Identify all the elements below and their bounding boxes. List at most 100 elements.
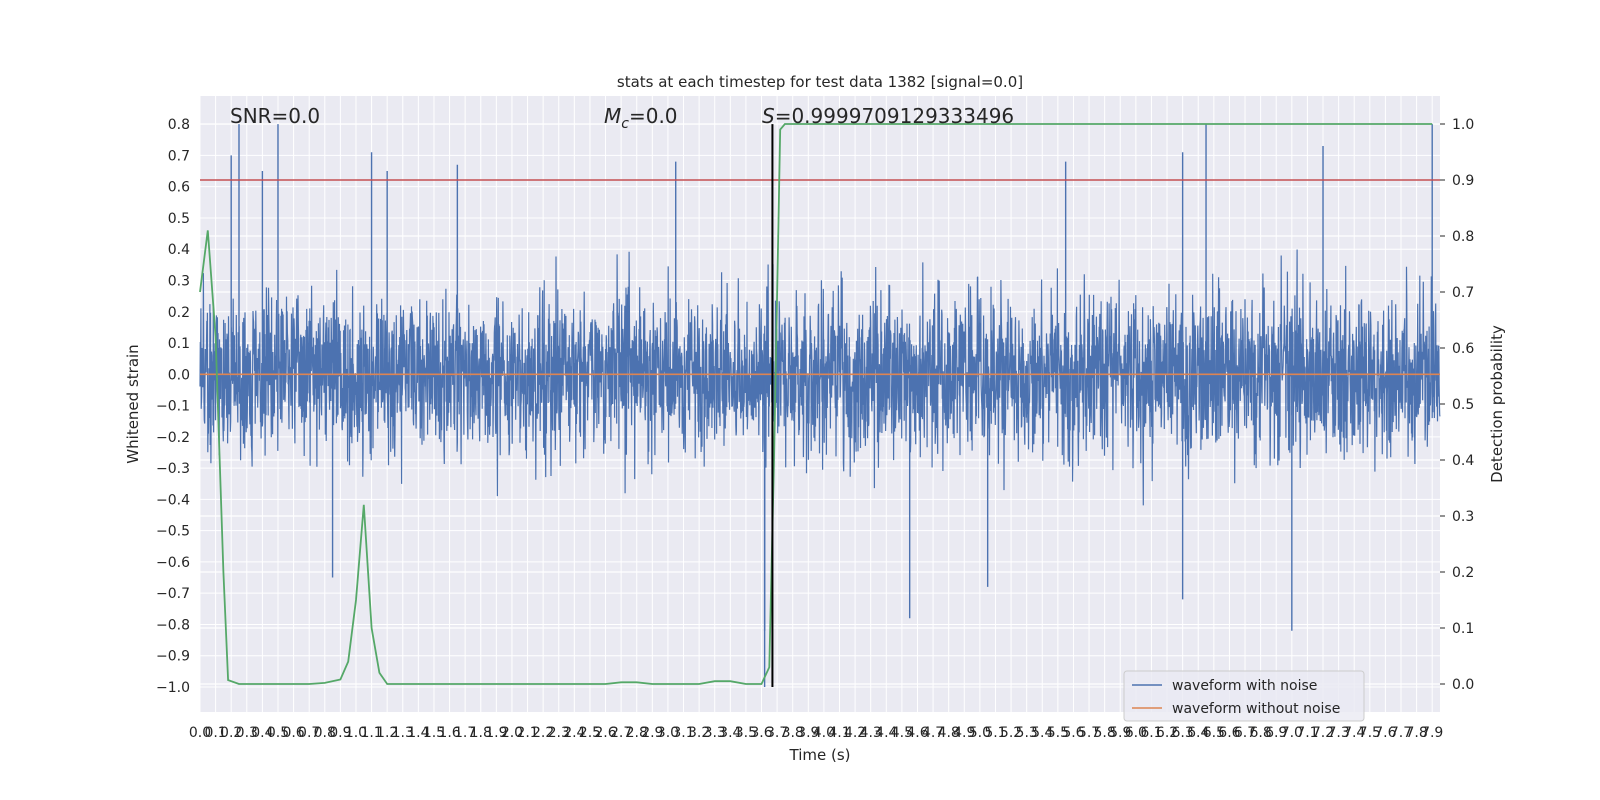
x-tick-label: 7.1	[1296, 725, 1318, 741]
x-tick-label: 6.2	[1156, 725, 1178, 741]
y-right-axis-label: Detection probability	[1488, 325, 1506, 483]
x-tick-label: 6.9	[1265, 725, 1287, 741]
x-tick-label: 5.8	[1094, 725, 1116, 741]
x-tick-label: 1.5	[423, 725, 445, 741]
chart-title: stats at each timestep for test data 138…	[617, 73, 1023, 91]
x-tick-label: 2.4	[563, 725, 585, 741]
x-tick-label: 7.5	[1359, 725, 1381, 741]
x-tick-label: 0.0	[189, 725, 211, 741]
x-tick-label: 3.2	[688, 725, 710, 741]
s-annotation: S=0.9999709129333496	[762, 104, 1014, 128]
x-tick-label: 2.3	[548, 725, 570, 741]
x-tick-label: 2.8	[626, 725, 648, 741]
x-tick-label: 6.3	[1172, 725, 1194, 741]
x-tick-label: 7.7	[1390, 725, 1412, 741]
y-right-tick-label: 0.8	[1452, 229, 1474, 245]
x-tick-label: 7.3	[1327, 725, 1349, 741]
s-symbol: S	[762, 104, 775, 128]
y-left-tick-label: −0.4	[156, 492, 190, 508]
x-tick-label: 7.8	[1405, 725, 1427, 741]
x-tick-label: 5.4	[1031, 725, 1053, 741]
x-tick-label: 0.6	[282, 725, 304, 741]
detection-probability-line	[199, 123, 1433, 685]
y-left-tick-label: 0.7	[168, 148, 190, 164]
y-right-tick-label: 0.4	[1452, 453, 1474, 469]
x-tick-label: 4.0	[813, 725, 835, 741]
x-tick-label: 3.9	[797, 725, 819, 741]
x-tick-label: 5.9	[1109, 725, 1131, 741]
x-tick-label: 4.7	[922, 725, 944, 741]
x-tick-label: 6.1	[1140, 725, 1162, 741]
x-tick-label: 1.9	[485, 725, 507, 741]
x-tick-label: 5.0	[969, 725, 991, 741]
y-left-tick-label: 0.2	[168, 305, 190, 321]
y-left-axis-label: Whitened strain	[124, 344, 142, 463]
x-tick-label: 3.5	[735, 725, 757, 741]
legend-label-clean: waveform without noise	[1172, 701, 1340, 717]
y-left-tick-label: −1.0	[156, 680, 190, 696]
y-right-tick-label: 1.0	[1452, 117, 1474, 133]
y-left-tick-label: −0.1	[156, 399, 190, 415]
y-right-tick-label: 0.1	[1452, 621, 1474, 637]
x-tick-label: 6.6	[1218, 725, 1240, 741]
legend: waveform with noise waveform without noi…	[1123, 670, 1365, 722]
x-tick-label: 5.7	[1078, 725, 1100, 741]
x-tick-label: 3.6	[750, 725, 772, 741]
x-tick-label: 0.7	[298, 725, 320, 741]
y-left-tick-label: −0.5	[156, 524, 190, 540]
y-left-tick-labels: −1.0 −0.9 −0.8 −0.7 −0.6 −0.5 −0.4 −0.3 −0.2 −0.1…	[156, 117, 190, 696]
x-tick-label: 3.4	[719, 725, 741, 741]
x-tick-label: 1.7	[454, 725, 476, 741]
y-left-tick-label: −0.7	[156, 586, 190, 602]
x-tick-label: 4.6	[906, 725, 928, 741]
y-right-tick-label: 0.3	[1452, 509, 1474, 525]
mc-subscript: c	[621, 116, 629, 132]
y-left-tick-label: −0.9	[156, 649, 190, 665]
legend-label-noise: waveform with noise	[1172, 678, 1317, 694]
x-tick-label: 0.2	[220, 725, 242, 741]
x-tick-label: 7.6	[1374, 725, 1396, 741]
x-tick-label: 0.9	[329, 725, 351, 741]
detection-probability-series	[199, 123, 1433, 685]
x-tick-label: 3.3	[704, 725, 726, 741]
x-tick-label: 6.5	[1203, 725, 1225, 741]
y-left-tick-label: −0.3	[156, 461, 190, 477]
y-right-tick-label: 0.0	[1452, 677, 1474, 693]
x-tick-label: 6.8	[1249, 725, 1271, 741]
x-tick-label: 0.5	[267, 725, 289, 741]
x-tick-label: 2.7	[610, 725, 632, 741]
x-tick-label: 5.1	[984, 725, 1006, 741]
y-left-tick-label: 0.1	[168, 336, 190, 352]
x-tick-label: 4.8	[938, 725, 960, 741]
y-right-tick-label: 0.5	[1452, 397, 1474, 413]
x-tick-label: 6.7	[1234, 725, 1256, 741]
x-tick-label: 1.0	[345, 725, 367, 741]
x-tick-label: 1.6	[438, 725, 460, 741]
x-tick-label: 2.6	[594, 725, 616, 741]
x-tick-label: 2.2	[532, 725, 554, 741]
y-right-tick-label: 0.9	[1452, 173, 1474, 189]
x-tick-label: 3.1	[672, 725, 694, 741]
x-tick-label: 5.3	[1016, 725, 1038, 741]
x-tick-label: 7.0	[1281, 725, 1303, 741]
x-tick-label: 3.8	[782, 725, 804, 741]
x-tick-label: 4.5	[891, 725, 913, 741]
mc-symbol: M	[604, 104, 621, 128]
x-tick-label: 5.2	[1000, 725, 1022, 741]
y-left-tick-label: 0.5	[168, 211, 190, 227]
x-tick-label: 6.0	[1125, 725, 1147, 741]
y-left-tick-label: 0.0	[168, 367, 190, 383]
x-tick-label: 2.1	[516, 725, 538, 741]
x-tick-label: 1.3	[392, 725, 414, 741]
x-tick-label: 0.3	[236, 725, 258, 741]
x-tick-label: 5.6	[1062, 725, 1084, 741]
x-tick-label: 7.4	[1343, 725, 1365, 741]
y-right-tick-label: 0.7	[1452, 285, 1474, 301]
y-left-tick-label: 0.6	[168, 180, 190, 196]
x-tick-label: 0.1	[204, 725, 226, 741]
x-tick-label: 0.4	[251, 725, 273, 741]
x-tick-label: 0.8	[314, 725, 336, 741]
x-tick-labels: 0.00.10.20.30.40.50.60.70.80.91.01.11.21…	[189, 725, 1443, 741]
x-tick-label: 5.5	[1047, 725, 1069, 741]
